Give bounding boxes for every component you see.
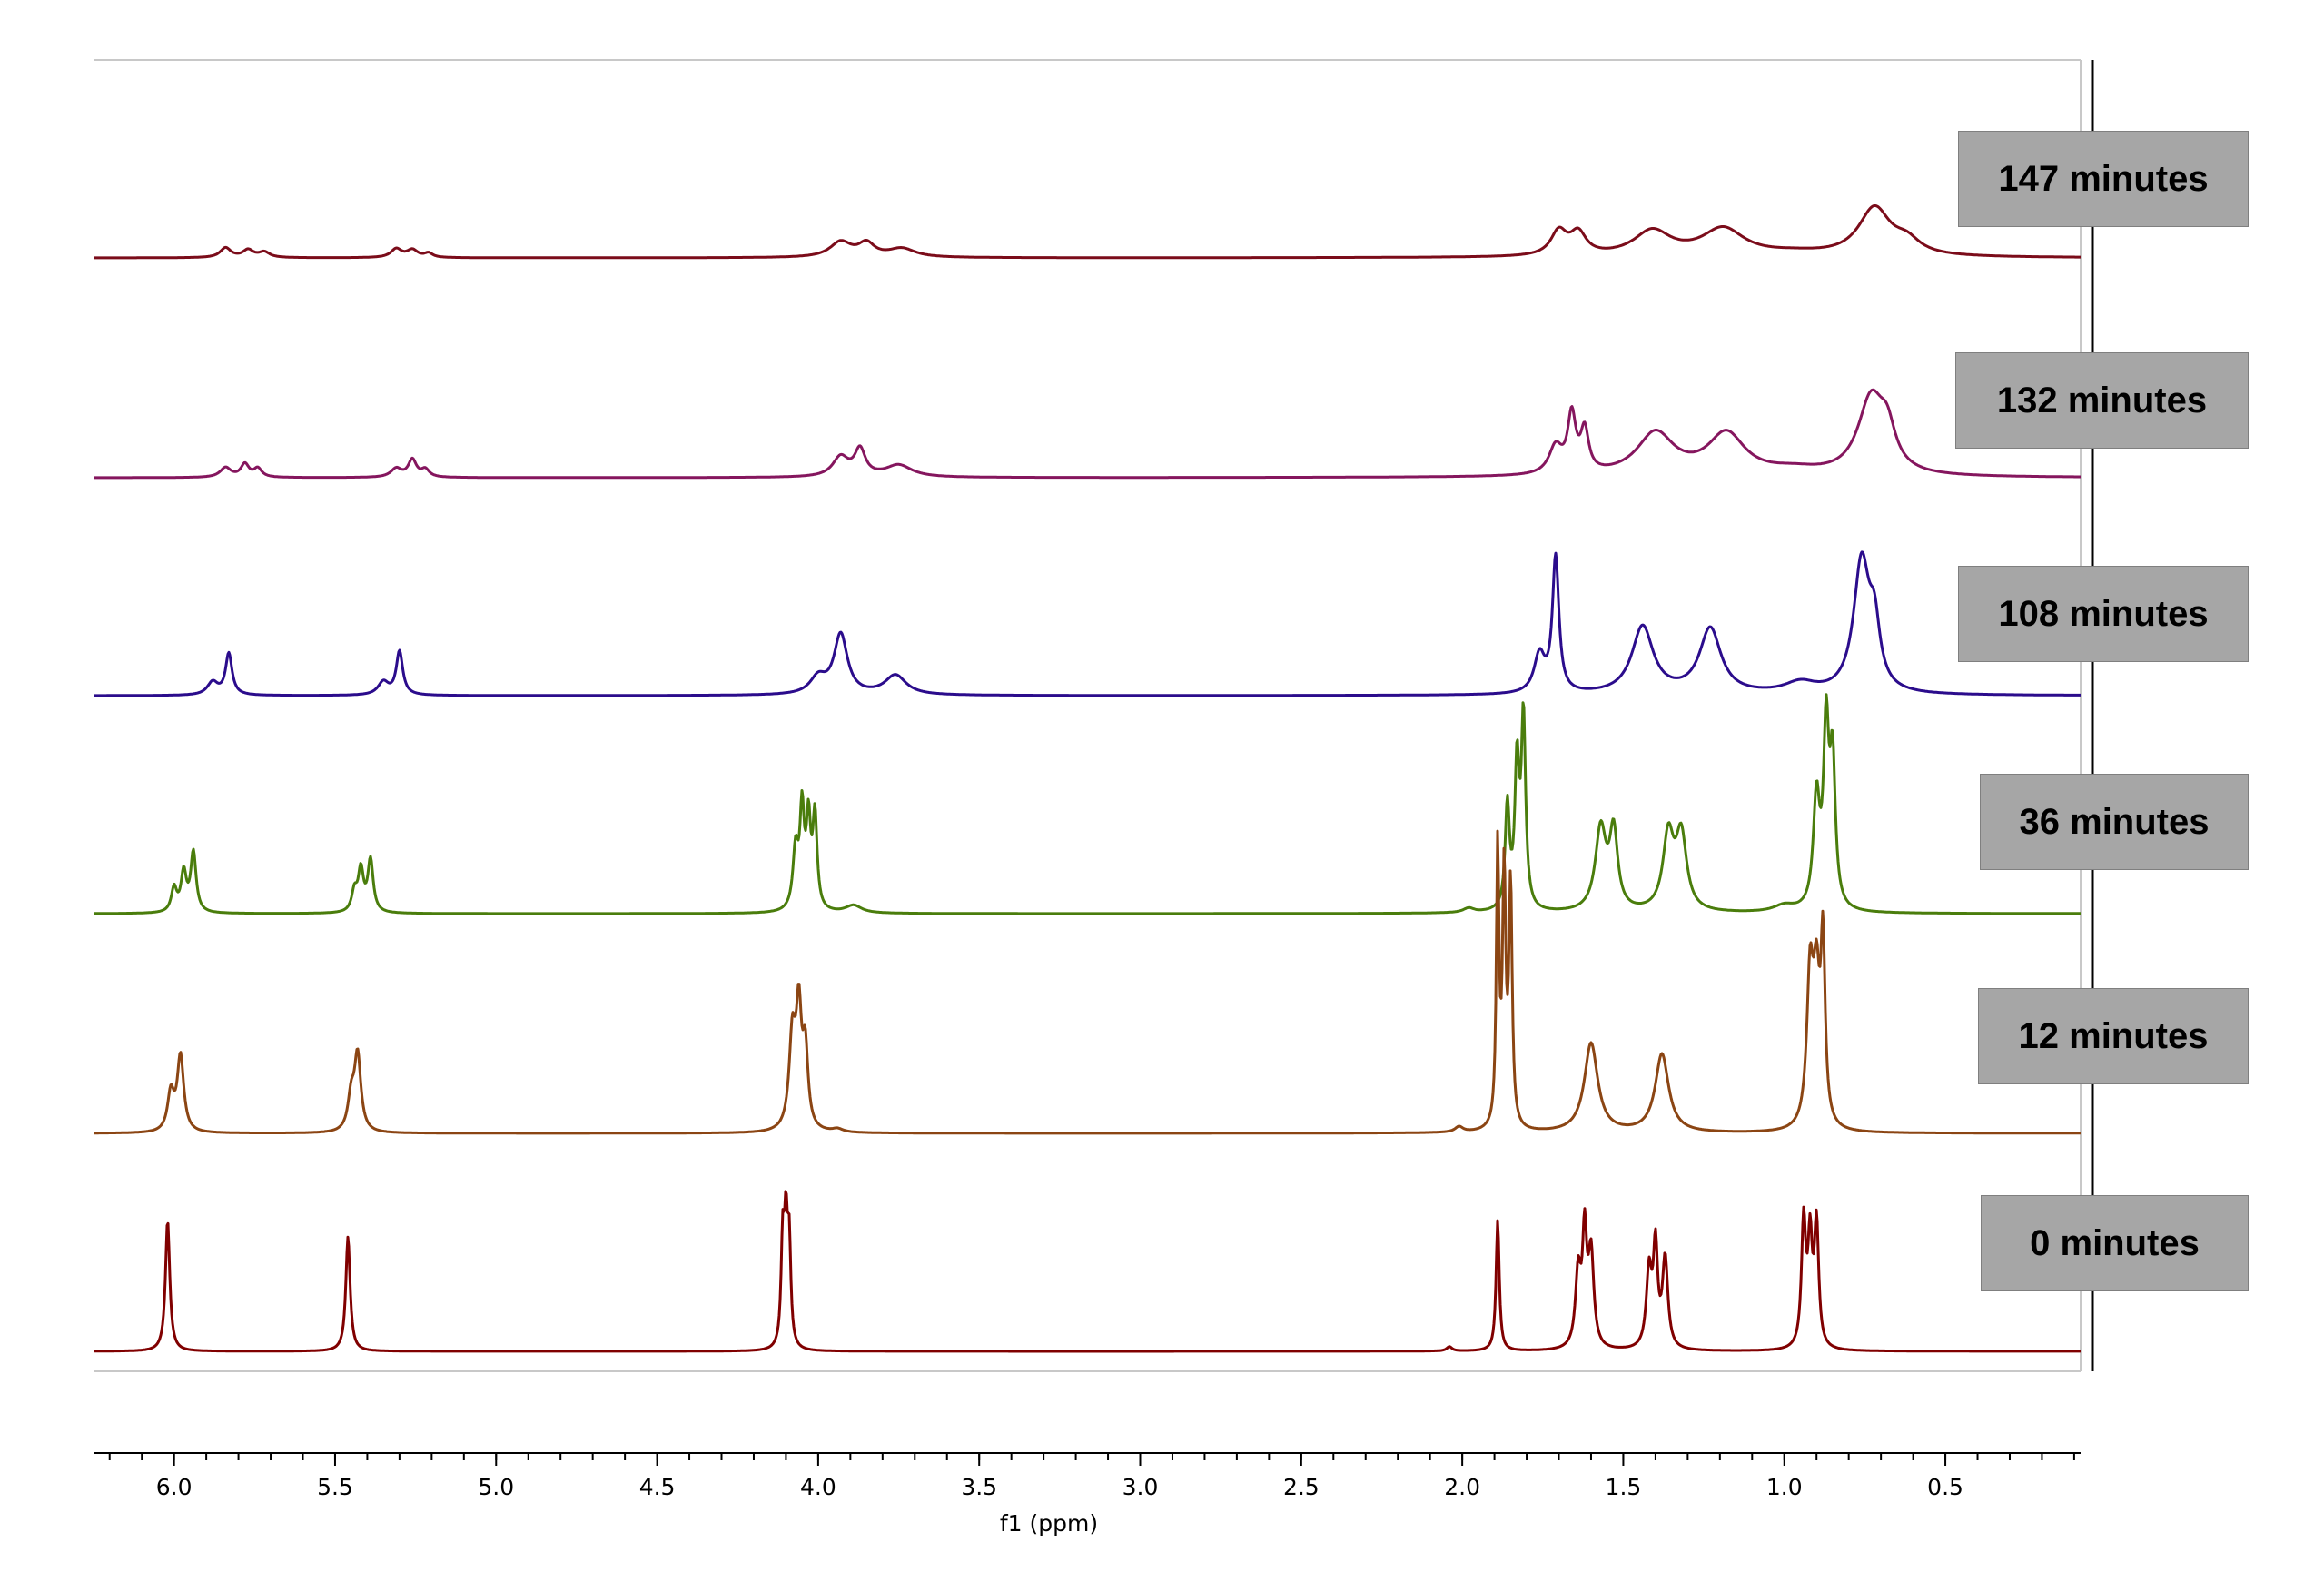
x-tick-label: 5.0	[478, 1474, 514, 1500]
spectra-group	[93, 204, 2082, 1353]
spectrum-line-132-minutes	[93, 388, 2082, 480]
x-tick-label: 0.5	[1927, 1474, 1963, 1500]
spectrum-line-108-minutes	[93, 550, 2082, 697]
x-tick-label: 1.5	[1606, 1474, 1642, 1500]
spectrum-line-147-minutes	[93, 204, 2082, 260]
spectrum-line-12-minutes	[93, 829, 2082, 1135]
x-tick-label: 6.0	[156, 1474, 193, 1500]
legend-label-36-minutes: 36 minutes	[1980, 774, 2249, 870]
x-tick-label: 4.0	[800, 1474, 836, 1500]
x-tick-label: 4.5	[639, 1474, 676, 1500]
x-tick-label: 3.5	[961, 1474, 997, 1500]
x-axis-ticks: 6.0 5.5 5.0 4.5 4.0 3.5 3.0 2.5 2.0 1.5 1.0 0.5	[108, 1453, 2075, 1500]
legend-label-0-minutes: 0 minutes	[1981, 1195, 2249, 1291]
x-tick-label: 1.0	[1766, 1474, 1803, 1500]
x-tick-label: 3.0	[1122, 1474, 1159, 1500]
x-axis-title: f1 (ppm)	[1000, 1510, 1098, 1537]
spectrum-line-0-minutes	[93, 1190, 2082, 1353]
spectrum-line-36-minutes	[93, 693, 2082, 915]
legend-label-147-minutes: 147 minutes	[1958, 131, 2249, 227]
x-tick-label: 2.0	[1444, 1474, 1480, 1500]
legend-label-132-minutes: 132 minutes	[1955, 352, 2249, 449]
x-tick-label: 5.5	[317, 1474, 353, 1500]
legend-label-12-minutes: 12 minutes	[1978, 988, 2249, 1084]
legend-label-108-minutes: 108 minutes	[1958, 566, 2249, 662]
x-tick-label: 2.5	[1283, 1474, 1320, 1500]
